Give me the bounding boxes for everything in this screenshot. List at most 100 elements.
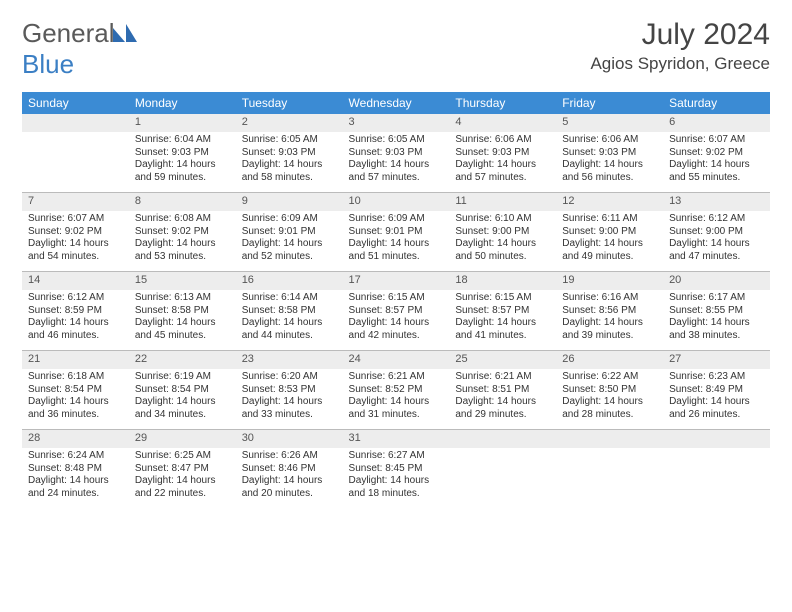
day-number: 11 [449, 193, 556, 211]
sunrise-text: Sunrise: 6:24 AM [28, 450, 123, 463]
day-cell: Sunrise: 6:22 AMSunset: 8:50 PMDaylight:… [556, 369, 663, 430]
sunrise-text: Sunrise: 6:22 AM [562, 371, 657, 384]
daylight-text: Daylight: 14 hours and 49 minutes. [562, 238, 657, 263]
day-cell: Sunrise: 6:12 AMSunset: 8:59 PMDaylight:… [22, 290, 129, 351]
sunrise-text: Sunrise: 6:21 AM [455, 371, 550, 384]
sunrise-text: Sunrise: 6:27 AM [349, 450, 444, 463]
day-number: 10 [343, 193, 450, 211]
sunset-text: Sunset: 9:02 PM [669, 147, 764, 160]
day-cell: Sunrise: 6:08 AMSunset: 9:02 PMDaylight:… [129, 211, 236, 272]
day-number: 29 [129, 430, 236, 448]
daylight-text: Daylight: 14 hours and 57 minutes. [455, 159, 550, 184]
daylight-text: Daylight: 14 hours and 44 minutes. [242, 317, 337, 342]
daylight-text: Daylight: 14 hours and 55 minutes. [669, 159, 764, 184]
day-cell: Sunrise: 6:14 AMSunset: 8:58 PMDaylight:… [236, 290, 343, 351]
sunset-text: Sunset: 8:57 PM [349, 305, 444, 318]
calendar-header: SundayMondayTuesdayWednesdayThursdayFrid… [22, 92, 770, 114]
day-cell: Sunrise: 6:06 AMSunset: 9:03 PMDaylight:… [556, 132, 663, 193]
sunrise-text: Sunrise: 6:05 AM [349, 134, 444, 147]
sunset-text: Sunset: 8:49 PM [669, 384, 764, 397]
day-number: 12 [556, 193, 663, 211]
sunrise-text: Sunrise: 6:06 AM [455, 134, 550, 147]
sunrise-text: Sunrise: 6:25 AM [135, 450, 230, 463]
daylight-text: Daylight: 14 hours and 22 minutes. [135, 475, 230, 500]
sunset-text: Sunset: 8:45 PM [349, 463, 444, 476]
logo-sail-icon [113, 24, 137, 42]
sunset-text: Sunset: 8:57 PM [455, 305, 550, 318]
day-number: 31 [343, 430, 450, 448]
daynum-row: 78910111213 [22, 193, 770, 211]
sunset-text: Sunset: 9:03 PM [562, 147, 657, 160]
sunset-text: Sunset: 9:00 PM [562, 226, 657, 239]
sunrise-text: Sunrise: 6:04 AM [135, 134, 230, 147]
sunset-text: Sunset: 8:59 PM [28, 305, 123, 318]
day-cell: Sunrise: 6:09 AMSunset: 9:01 PMDaylight:… [236, 211, 343, 272]
day-cell: Sunrise: 6:04 AMSunset: 9:03 PMDaylight:… [129, 132, 236, 193]
day-cell [556, 448, 663, 508]
day-number: 23 [236, 351, 343, 369]
daylight-text: Daylight: 14 hours and 54 minutes. [28, 238, 123, 263]
title-block: July 2024 Agios Spyridon, Greece [590, 18, 770, 74]
sunset-text: Sunset: 9:01 PM [349, 226, 444, 239]
day-number: 17 [343, 272, 450, 290]
daylight-text: Daylight: 14 hours and 18 minutes. [349, 475, 444, 500]
day-header: Monday [129, 92, 236, 114]
day-number: 28 [22, 430, 129, 448]
daylight-text: Daylight: 14 hours and 56 minutes. [562, 159, 657, 184]
sunset-text: Sunset: 8:52 PM [349, 384, 444, 397]
sunset-text: Sunset: 9:02 PM [28, 226, 123, 239]
sunset-text: Sunset: 9:00 PM [455, 226, 550, 239]
daylight-text: Daylight: 14 hours and 36 minutes. [28, 396, 123, 421]
day-cell: Sunrise: 6:21 AMSunset: 8:51 PMDaylight:… [449, 369, 556, 430]
day-number: 18 [449, 272, 556, 290]
brand-text: General Blue [22, 18, 137, 80]
daylight-text: Daylight: 14 hours and 24 minutes. [28, 475, 123, 500]
daylight-text: Daylight: 14 hours and 53 minutes. [135, 238, 230, 263]
sunrise-text: Sunrise: 6:07 AM [669, 134, 764, 147]
day-header: Tuesday [236, 92, 343, 114]
day-cell: Sunrise: 6:13 AMSunset: 8:58 PMDaylight:… [129, 290, 236, 351]
day-cell: Sunrise: 6:27 AMSunset: 8:45 PMDaylight:… [343, 448, 450, 508]
day-cell: Sunrise: 6:07 AMSunset: 9:02 PMDaylight:… [22, 211, 129, 272]
sunset-text: Sunset: 8:54 PM [135, 384, 230, 397]
day-cell: Sunrise: 6:21 AMSunset: 8:52 PMDaylight:… [343, 369, 450, 430]
day-number: 3 [343, 114, 450, 132]
day-cell: Sunrise: 6:23 AMSunset: 8:49 PMDaylight:… [663, 369, 770, 430]
day-cell: Sunrise: 6:12 AMSunset: 9:00 PMDaylight:… [663, 211, 770, 272]
day-cell: Sunrise: 6:26 AMSunset: 8:46 PMDaylight:… [236, 448, 343, 508]
sunrise-text: Sunrise: 6:09 AM [242, 213, 337, 226]
sunset-text: Sunset: 9:03 PM [242, 147, 337, 160]
sunrise-text: Sunrise: 6:17 AM [669, 292, 764, 305]
sunrise-text: Sunrise: 6:18 AM [28, 371, 123, 384]
sunset-text: Sunset: 8:51 PM [455, 384, 550, 397]
sunset-text: Sunset: 9:03 PM [455, 147, 550, 160]
daylight-text: Daylight: 14 hours and 38 minutes. [669, 317, 764, 342]
day-header: Sunday [22, 92, 129, 114]
sunset-text: Sunset: 9:01 PM [242, 226, 337, 239]
location: Agios Spyridon, Greece [590, 54, 770, 74]
daylight-text: Daylight: 14 hours and 47 minutes. [669, 238, 764, 263]
sunrise-text: Sunrise: 6:21 AM [349, 371, 444, 384]
day-cell: Sunrise: 6:09 AMSunset: 9:01 PMDaylight:… [343, 211, 450, 272]
day-cell [663, 448, 770, 508]
day-cell: Sunrise: 6:19 AMSunset: 8:54 PMDaylight:… [129, 369, 236, 430]
daylight-text: Daylight: 14 hours and 20 minutes. [242, 475, 337, 500]
day-number: 1 [129, 114, 236, 132]
calendar-table: SundayMondayTuesdayWednesdayThursdayFrid… [22, 92, 770, 508]
daynum-row: 21222324252627 [22, 351, 770, 369]
day-cell: Sunrise: 6:24 AMSunset: 8:48 PMDaylight:… [22, 448, 129, 508]
day-number: 4 [449, 114, 556, 132]
day-cell [22, 132, 129, 193]
day-cell: Sunrise: 6:07 AMSunset: 9:02 PMDaylight:… [663, 132, 770, 193]
sunset-text: Sunset: 8:48 PM [28, 463, 123, 476]
day-cell [449, 448, 556, 508]
brand-logo: General Blue [22, 18, 137, 80]
sunrise-text: Sunrise: 6:05 AM [242, 134, 337, 147]
daylight-text: Daylight: 14 hours and 28 minutes. [562, 396, 657, 421]
sunrise-text: Sunrise: 6:16 AM [562, 292, 657, 305]
day-header: Wednesday [343, 92, 450, 114]
day-cell: Sunrise: 6:05 AMSunset: 9:03 PMDaylight:… [343, 132, 450, 193]
sunset-text: Sunset: 9:03 PM [349, 147, 444, 160]
daylight-text: Daylight: 14 hours and 45 minutes. [135, 317, 230, 342]
daylight-text: Daylight: 14 hours and 29 minutes. [455, 396, 550, 421]
